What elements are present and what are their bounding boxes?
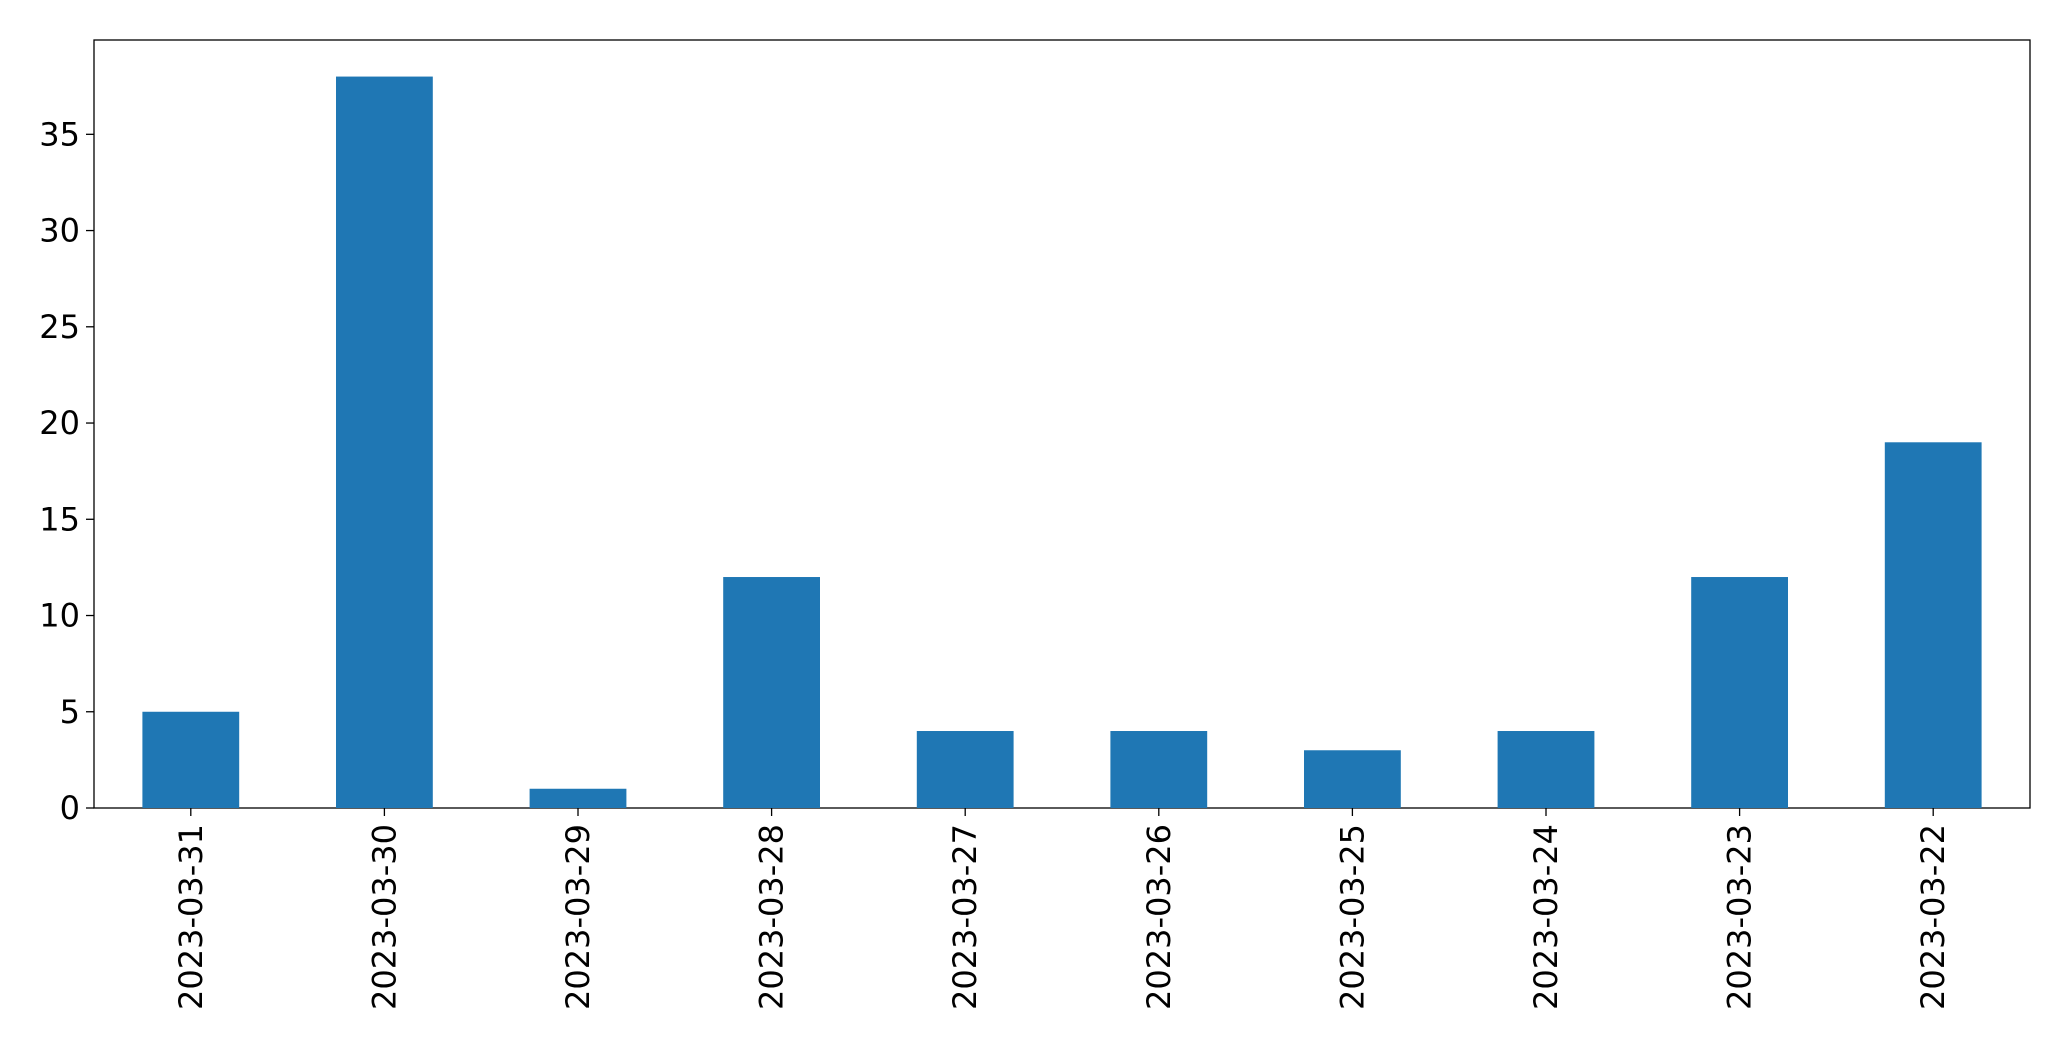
bar xyxy=(1497,731,1595,808)
y-tick-label: 10 xyxy=(39,597,80,635)
x-tick-label: 2023-03-29 xyxy=(559,824,597,1010)
x-tick-label: 2023-03-22 xyxy=(1914,824,1952,1010)
x-tick-label: 2023-03-23 xyxy=(1721,824,1759,1010)
y-tick-label: 5 xyxy=(60,693,80,731)
x-tick-label: 2023-03-26 xyxy=(1140,824,1178,1010)
plot-frame xyxy=(93,39,2031,809)
bar xyxy=(1304,750,1401,808)
bar xyxy=(723,577,820,808)
bar xyxy=(529,788,627,808)
y-tick-label: 35 xyxy=(39,115,80,153)
bar xyxy=(916,731,1014,808)
bar xyxy=(1110,731,1208,808)
bar xyxy=(336,76,433,809)
y-tick-label: 0 xyxy=(60,789,80,827)
y-tick-label: 30 xyxy=(39,212,80,250)
x-tick-label: 2023-03-25 xyxy=(1333,824,1371,1010)
x-tick-label: 2023-03-24 xyxy=(1527,824,1565,1010)
y-tick-label: 15 xyxy=(39,500,80,538)
y-tick-label: 20 xyxy=(39,404,80,442)
y-tick-label: 25 xyxy=(39,308,80,346)
x-tick-label: 2023-03-31 xyxy=(172,824,210,1010)
bar xyxy=(142,711,240,808)
x-tick-label: 2023-03-27 xyxy=(946,824,984,1010)
bar xyxy=(1884,442,1982,808)
x-tick-label: 2023-03-30 xyxy=(365,824,403,1010)
x-tick-label: 2023-03-28 xyxy=(753,824,791,1010)
bar xyxy=(1691,577,1788,808)
